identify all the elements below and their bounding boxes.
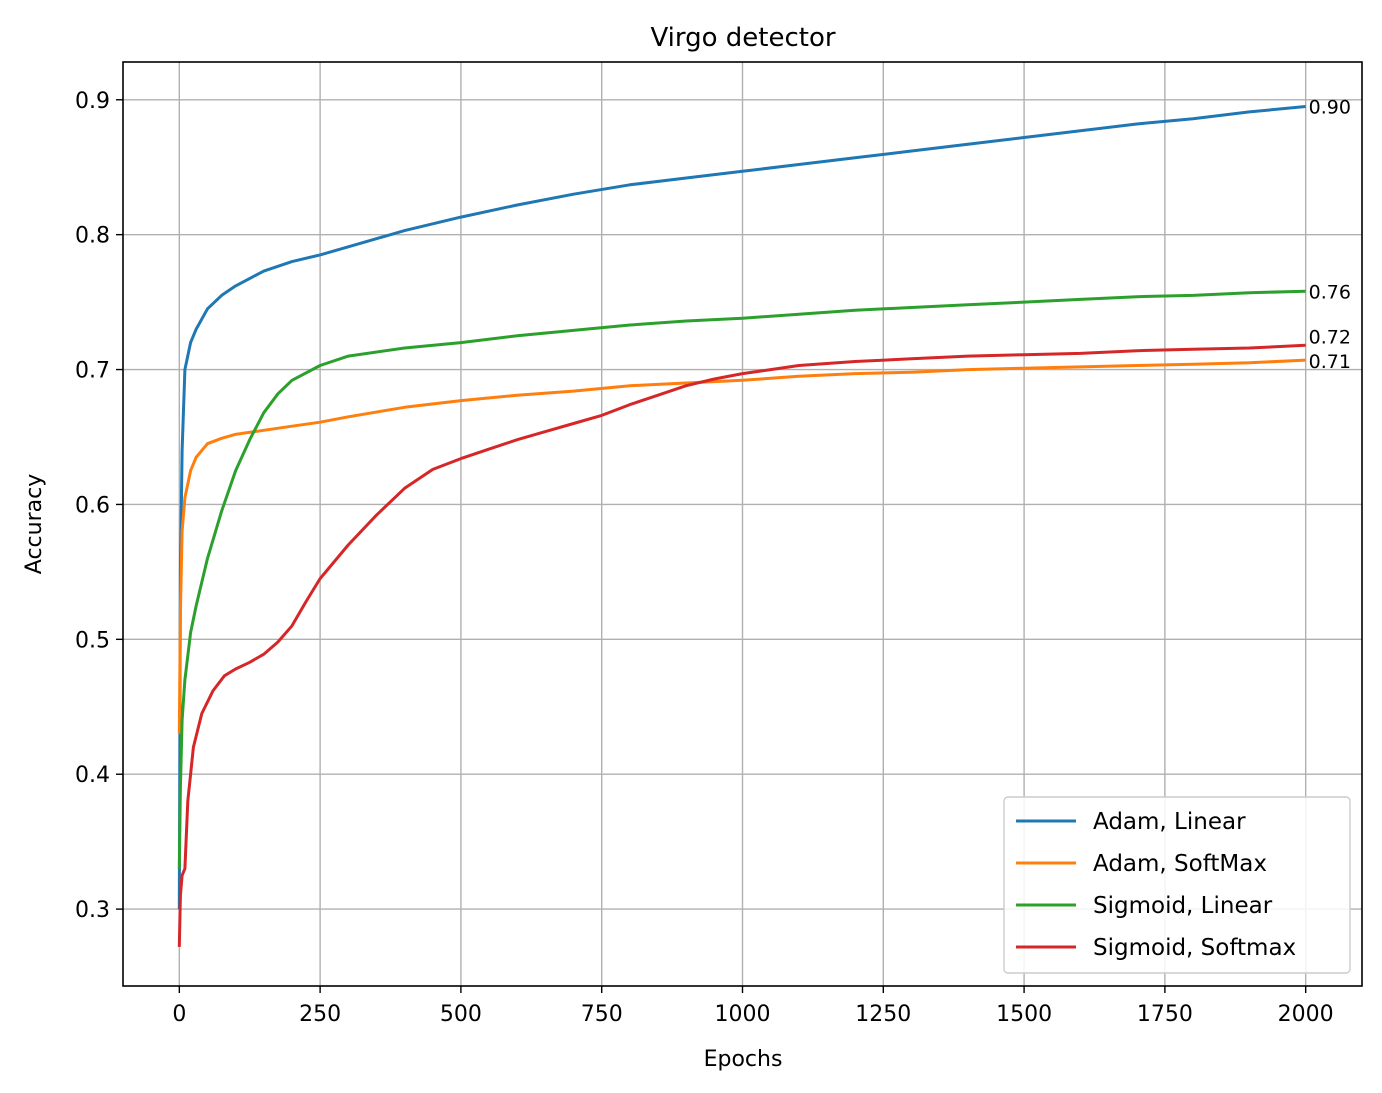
y-axis-ticks: 0.3 0.4 0.5 0.6 0.7 0.8 0.9 [75, 89, 123, 923]
x-tick-label: 2000 [1278, 1002, 1334, 1027]
legend-label: Sigmoid, Softmax [1093, 935, 1296, 961]
y-tick-label: 0.4 [75, 763, 110, 788]
end-labels: 0.90 0.71 0.76 0.72 [1309, 97, 1351, 374]
x-tick-label: 1750 [1137, 1002, 1193, 1027]
series-line [177, 289, 1306, 869]
y-tick-label: 0.6 [75, 493, 110, 518]
y-tick-label: 0.3 [75, 898, 110, 923]
series-line [177, 105, 1306, 910]
x-tick-label: 500 [440, 1002, 482, 1027]
legend-box [1003, 796, 1351, 974]
y-tick-label: 0.8 [75, 224, 110, 249]
legend-label: Adam, Linear [1093, 809, 1246, 835]
series-line [177, 358, 1306, 734]
x-tick-label: 1500 [996, 1002, 1052, 1027]
y-tick-label: 0.7 [75, 359, 110, 384]
x-axis-ticks: 0 250 500 750 1000 1250 1500 1750 2000 [172, 986, 1334, 1027]
legend-label: Adam, SoftMax [1093, 851, 1267, 877]
y-tick-label: 0.9 [75, 89, 110, 114]
x-tick-label: 250 [299, 1002, 341, 1027]
x-axis-title: Epochs [704, 1047, 783, 1072]
legend: Adam, Linear Adam, SoftMax Sigmoid, Linear… [1003, 796, 1351, 974]
x-tick-label: 0 [172, 1002, 186, 1027]
chart-title: Virgo detector [650, 23, 835, 53]
x-tick-label: 750 [581, 1002, 623, 1027]
series-end-label: 0.72 [1309, 326, 1351, 348]
series-line [177, 343, 1306, 947]
series-lines [177, 105, 1306, 947]
x-tick-label: 1250 [855, 1002, 911, 1027]
series-end-label: 0.76 [1309, 281, 1351, 303]
y-axis-title: Accuracy [22, 474, 47, 574]
series-end-label: 0.90 [1309, 97, 1351, 119]
series-end-label: 0.71 [1309, 351, 1351, 373]
x-tick-label: 1000 [715, 1002, 771, 1027]
y-tick-label: 0.5 [75, 628, 110, 653]
legend-label: Sigmoid, Linear [1093, 893, 1273, 919]
